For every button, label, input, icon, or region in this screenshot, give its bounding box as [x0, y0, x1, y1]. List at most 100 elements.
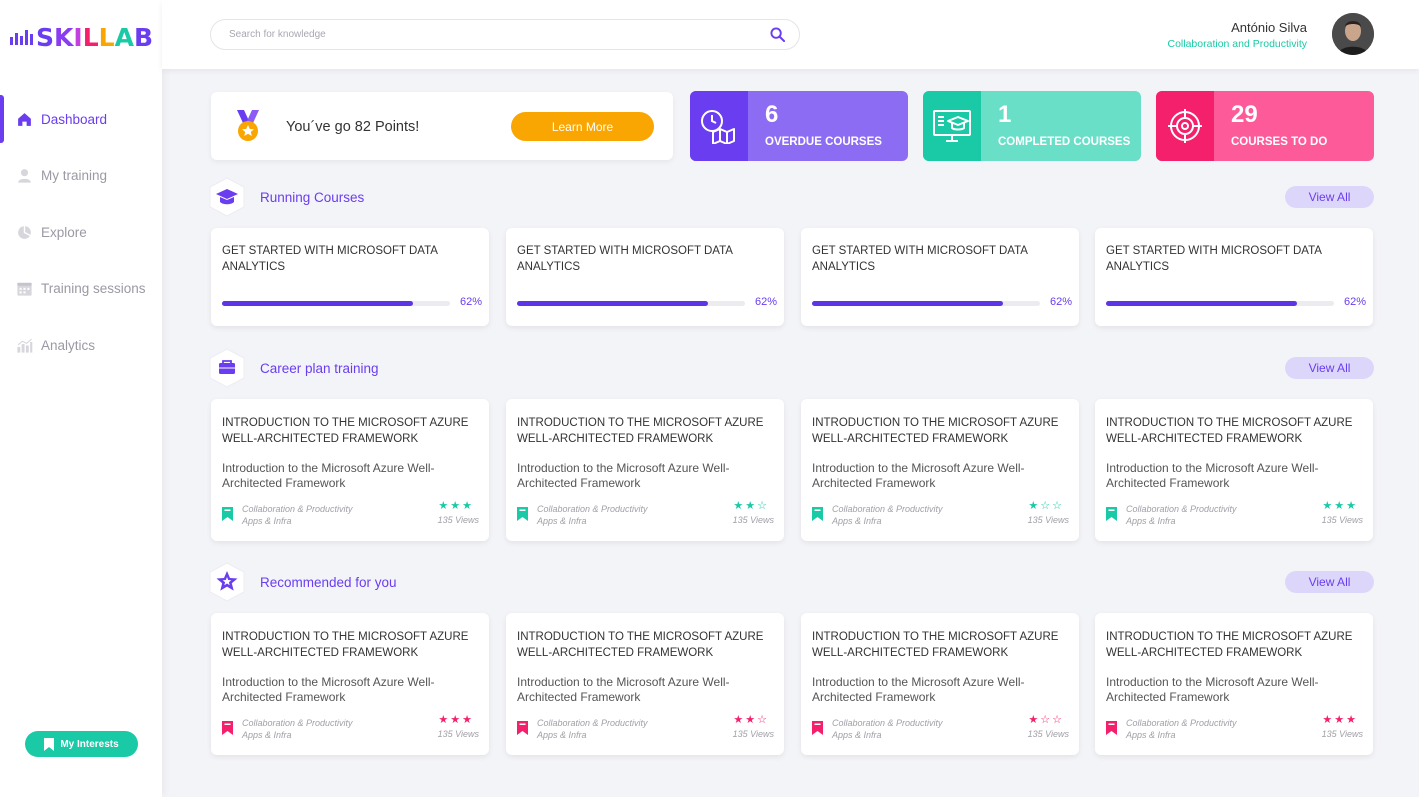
course-card[interactable]: INTRODUCTION TO THE MICROSOFT AZURE WELL… — [506, 399, 784, 541]
my-interests-label: My Interests — [60, 738, 119, 750]
course-views: 135 Views — [1027, 729, 1069, 739]
stat-card-todo[interactable]: 29 COURSES TO DO — [1156, 91, 1374, 161]
category-primary: Collaboration & Productivity — [1126, 718, 1237, 728]
bookmark-icon[interactable] — [222, 507, 233, 521]
running-course-card[interactable]: GET STARTED WITH MICROSOFT DATA ANALYTIC… — [1095, 228, 1373, 326]
star-filled-icon: ★ — [733, 714, 746, 726]
category-primary: Collaboration & Productivity — [537, 504, 648, 514]
sidebar: SKILLAB Dashboard My training Explore Tr… — [0, 0, 162, 797]
learn-more-button[interactable]: Learn More — [511, 112, 654, 141]
sidebar-item-analytics[interactable]: Analytics — [0, 321, 162, 369]
category-secondary: Apps & Infra — [832, 730, 882, 740]
star-filled-icon: ★ — [1334, 500, 1347, 512]
bookmark-icon[interactable] — [222, 721, 233, 735]
category-primary: Collaboration & Productivity — [242, 718, 353, 728]
course-description: Introduction to the Microsoft Azure Well… — [517, 461, 730, 490]
running-course-card[interactable]: GET STARTED WITH MICROSOFT DATA ANALYTIC… — [211, 228, 489, 326]
book-clock-icon — [701, 110, 735, 144]
section-title: Recommended for you — [260, 575, 397, 590]
star-filled-icon: ★ — [438, 500, 451, 512]
progress-bar — [1106, 301, 1334, 306]
calendar-icon — [16, 280, 33, 297]
running-course-card[interactable]: GET STARTED WITH MICROSOFT DATA ANALYTIC… — [506, 228, 784, 326]
rating-stars: ★★★ — [1322, 713, 1358, 726]
star-filled-icon: ★ — [438, 714, 451, 726]
section-recommended: Recommended for you View All — [208, 562, 1374, 602]
rating-stars: ★☆☆ — [1028, 713, 1064, 726]
progress-fill — [812, 301, 1003, 306]
logo-bars-icon — [10, 29, 33, 45]
progress-percent: 62% — [1343, 296, 1366, 308]
stat-icon-box — [923, 91, 981, 161]
bookmark-icon[interactable] — [1106, 507, 1117, 521]
bookmark-icon[interactable] — [1106, 721, 1117, 735]
star-filled-icon: ★ — [1028, 714, 1041, 726]
sidebar-nav: Dashboard My training Explore Training s… — [0, 95, 162, 378]
category-primary: Collaboration & Productivity — [242, 504, 353, 514]
course-title: INTRODUCTION TO THE MICROSOFT AZURE WELL… — [1106, 417, 1353, 445]
course-title: INTRODUCTION TO THE MICROSOFT AZURE WELL… — [222, 631, 469, 659]
course-title: INTRODUCTION TO THE MICROSOFT AZURE WELL… — [1106, 631, 1353, 659]
bookmark-icon[interactable] — [812, 507, 823, 521]
header: António Silva Collaboration and Producti… — [162, 0, 1419, 69]
star-filled-icon: ★ — [1346, 714, 1358, 726]
user-info[interactable]: António Silva Collaboration and Producti… — [1168, 20, 1308, 50]
rating-stars: ★☆☆ — [1028, 499, 1064, 512]
course-title: GET STARTED WITH MICROSOFT DATA ANALYTIC… — [517, 245, 733, 273]
bookmark-icon[interactable] — [812, 721, 823, 735]
star-filled-icon: ★ — [1334, 714, 1347, 726]
target-icon — [1168, 109, 1202, 143]
stat-card-completed[interactable]: 1 COMPLETED COURSES — [923, 91, 1141, 161]
view-all-running-button[interactable]: View All — [1285, 186, 1374, 208]
course-card[interactable]: INTRODUCTION TO THE MICROSOFT AZURE WELL… — [1095, 613, 1373, 755]
course-card[interactable]: INTRODUCTION TO THE MICROSOFT AZURE WELL… — [801, 399, 1079, 541]
points-text: You´ve go 82 Points! — [286, 119, 420, 135]
points-card: You´ve go 82 Points! Learn More — [211, 92, 673, 160]
sidebar-item-training-sessions[interactable]: Training sessions — [0, 265, 162, 313]
category-primary: Collaboration & Productivity — [537, 718, 648, 728]
sidebar-item-explore[interactable]: Explore — [0, 208, 162, 256]
course-card[interactable]: INTRODUCTION TO THE MICROSOFT AZURE WELL… — [1095, 399, 1373, 541]
star-empty-icon: ☆ — [757, 500, 769, 512]
course-description: Introduction to the Microsoft Azure Well… — [222, 675, 435, 704]
course-card[interactable]: INTRODUCTION TO THE MICROSOFT AZURE WELL… — [801, 613, 1079, 755]
user-role: Collaboration and Productivity — [1167, 38, 1308, 50]
course-category: Collaboration & Productivity Apps & Infra — [832, 503, 943, 527]
view-all-career-button[interactable]: View All — [1285, 357, 1374, 379]
course-card[interactable]: INTRODUCTION TO THE MICROSOFT AZURE WELL… — [506, 613, 784, 755]
course-views: 135 Views — [1321, 515, 1363, 525]
course-description: Introduction to the Microsoft Azure Well… — [1106, 675, 1319, 704]
search-bar[interactable] — [210, 19, 800, 50]
my-interests-button[interactable]: My Interests — [25, 731, 138, 757]
sidebar-item-label: Explore — [41, 224, 87, 240]
progress-bar — [222, 301, 450, 306]
stat-card-overdue[interactable]: 6 OVERDUE COURSES — [690, 91, 908, 161]
sidebar-item-label: Training sessions — [41, 281, 146, 296]
bookmark-icon[interactable] — [517, 507, 528, 521]
search-input[interactable] — [229, 29, 770, 40]
running-course-card[interactable]: GET STARTED WITH MICROSOFT DATA ANALYTIC… — [801, 228, 1079, 326]
analytics-icon — [16, 337, 33, 354]
sidebar-item-my-training[interactable]: My training — [0, 152, 162, 200]
course-views: 135 Views — [437, 515, 479, 525]
bookmark-icon[interactable] — [517, 721, 528, 735]
course-card[interactable]: INTRODUCTION TO THE MICROSOFT AZURE WELL… — [211, 613, 489, 755]
stat-icon-box — [690, 91, 748, 161]
course-views: 135 Views — [732, 515, 774, 525]
sidebar-item-dashboard[interactable]: Dashboard — [0, 95, 162, 143]
category-secondary: Apps & Infra — [537, 730, 587, 740]
view-all-recommended-button[interactable]: View All — [1285, 571, 1374, 593]
stat-number: 29 — [1231, 101, 1258, 128]
medal-icon — [235, 110, 261, 147]
progress-percent: 62% — [754, 296, 777, 308]
course-description: Introduction to the Microsoft Azure Well… — [1106, 461, 1319, 490]
avatar[interactable] — [1332, 13, 1374, 55]
sidebar-item-label: Analytics — [41, 337, 96, 353]
search-icon[interactable] — [770, 27, 785, 42]
course-card[interactable]: INTRODUCTION TO THE MICROSOFT AZURE WELL… — [211, 399, 489, 541]
logo[interactable]: SKILLAB — [10, 22, 153, 52]
star-empty-icon: ☆ — [757, 714, 769, 726]
star-empty-icon: ☆ — [1052, 714, 1064, 726]
course-description: Introduction to the Microsoft Azure Well… — [812, 675, 1025, 704]
star-filled-icon: ★ — [462, 500, 474, 512]
